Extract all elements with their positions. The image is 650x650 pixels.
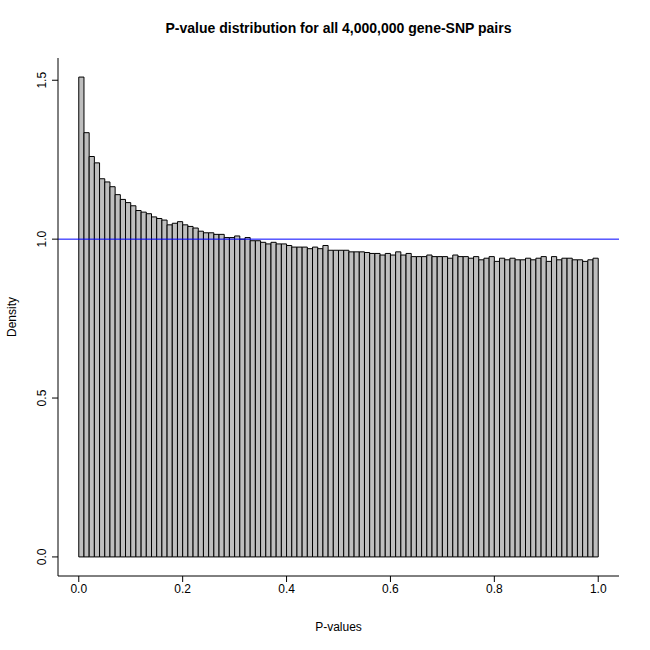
svg-text:1.0: 1.0 [590,582,607,596]
html-text:P-value distribution for all 4: P-value distribution for all 4,000,000 g… [165,20,512,36]
svg-text:0.0: 0.0 [70,582,87,596]
svg-text:0.4: 0.4 [278,582,295,596]
svg-text:0.2: 0.2 [174,582,191,596]
html-text:P-values: P-values [315,620,362,634]
svg-text:0.8: 0.8 [486,582,503,596]
svg-text:0.6: 0.6 [382,582,399,596]
svg-text:1.5: 1.5 [35,72,49,89]
html-text:Density: Density [5,297,19,337]
svg-text:1.0: 1.0 [35,230,49,247]
svg-text:0.0: 0.0 [35,548,49,565]
svg-text:0.5: 0.5 [35,389,49,406]
